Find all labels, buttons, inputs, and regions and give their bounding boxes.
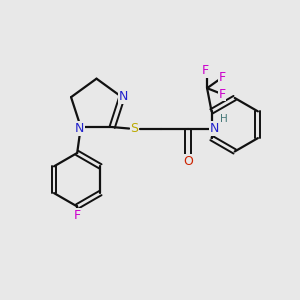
Text: F: F xyxy=(74,209,81,222)
Text: N: N xyxy=(119,90,128,103)
Text: F: F xyxy=(218,71,226,84)
Text: N: N xyxy=(210,122,220,135)
Text: O: O xyxy=(183,155,193,168)
Text: N: N xyxy=(75,122,84,135)
Text: F: F xyxy=(202,64,209,77)
Text: S: S xyxy=(130,122,139,135)
Text: H: H xyxy=(220,114,228,124)
Text: F: F xyxy=(218,88,226,100)
